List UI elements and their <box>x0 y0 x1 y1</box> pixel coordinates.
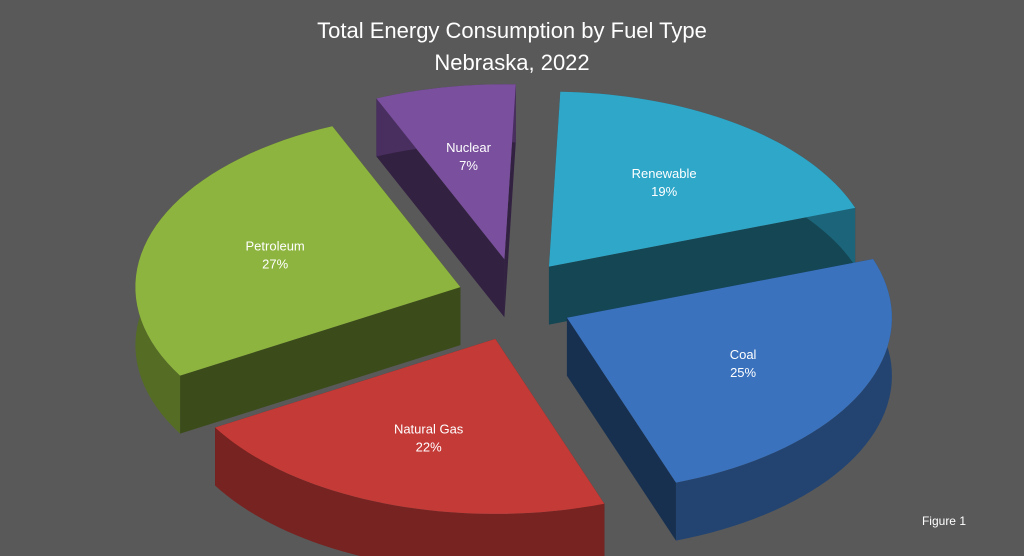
figure-label: Figure 1 <box>921 514 966 528</box>
slice-name-label: Natural Gas <box>394 422 464 437</box>
pie-slice-nuclear: Nuclear 7% <box>376 84 516 318</box>
chart-subtitle: Nebraska, 2022 <box>434 50 590 75</box>
slice-value-label: 25% <box>730 365 756 380</box>
slice-name-label: Renewable <box>632 166 697 181</box>
pie-slice-natural-gas: Natural Gas 22% <box>215 338 605 556</box>
slice-value-label: 7% <box>459 158 478 173</box>
slice-name-label: Nuclear <box>446 140 491 155</box>
slice-value-label: 22% <box>416 440 442 455</box>
slice-name-label: Coal <box>730 347 757 362</box>
pie-slice-petroleum: Petroleum 27% <box>135 126 461 434</box>
pie-slice-coal: Coal 25% <box>566 259 892 541</box>
slice-name-label: Petroleum <box>246 238 305 253</box>
slice-value-label: 19% <box>651 184 677 199</box>
pie-slice-renewable: Renewable 19% <box>548 91 856 325</box>
slice-value-label: 27% <box>262 256 288 271</box>
chart-title: Total Energy Consumption by Fuel Type <box>317 18 707 43</box>
